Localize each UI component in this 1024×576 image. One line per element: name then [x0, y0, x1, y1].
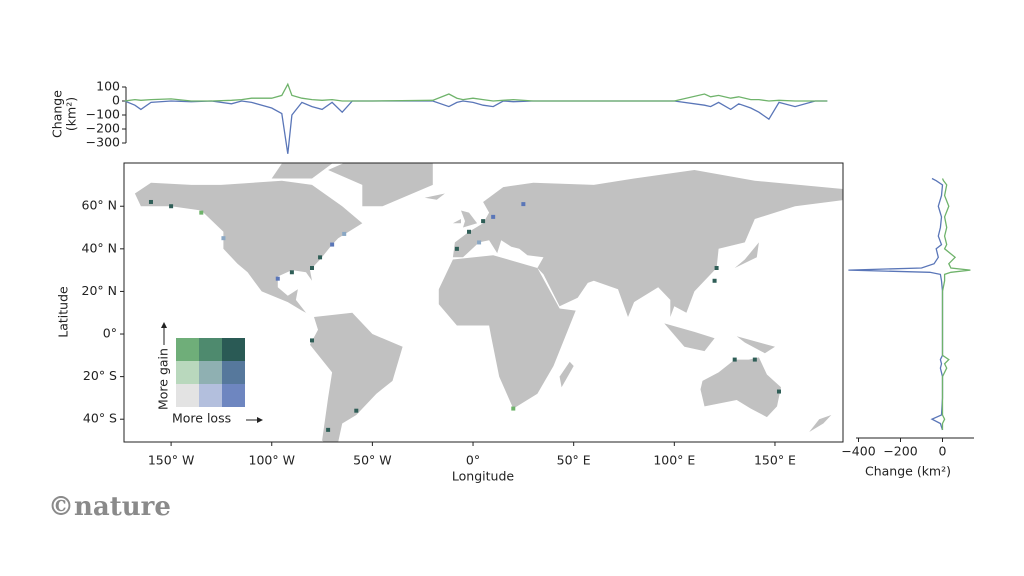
land: [271, 163, 333, 179]
legend-cell: [222, 361, 245, 384]
coastal-cell: [454, 246, 459, 251]
legend-cell: [176, 384, 199, 407]
series-line: [848, 177, 944, 431]
land: [438, 255, 576, 409]
legend-loss: More loss: [172, 411, 231, 426]
coastal-cell: [310, 338, 315, 343]
land: [328, 163, 433, 207]
x-axis-label: Change (km²): [865, 464, 951, 479]
y-tick-label: 40° N: [82, 240, 117, 255]
legend-cell: [222, 384, 245, 407]
coastal-cell: [326, 427, 331, 432]
x-tick-label: 0°: [466, 453, 480, 468]
coastal-cell: [477, 240, 482, 245]
x-tick-label: 100° W: [249, 453, 295, 468]
x-tick-label: 150° W: [148, 453, 194, 468]
coastal-cell: [289, 270, 294, 275]
coastal-cell: [169, 204, 174, 209]
coastal-cell: [521, 202, 526, 207]
coastal-cell: [732, 357, 737, 362]
coastal-cell: [714, 265, 719, 270]
land: [424, 193, 445, 200]
land: [452, 219, 461, 224]
legend-gain: More gain: [156, 348, 171, 410]
coastal-cell: [752, 357, 757, 362]
y-axis-label: (km²): [64, 97, 79, 131]
legend-arrowhead: [257, 417, 263, 423]
y-tick-label: 100: [96, 79, 120, 94]
legend-cell: [199, 384, 222, 407]
y-tick-label: −100: [86, 107, 120, 122]
land: [736, 336, 775, 354]
legend-cell: [176, 361, 199, 384]
land: [809, 415, 832, 432]
coastal-cell: [481, 219, 486, 224]
land: [452, 170, 843, 317]
land: [310, 312, 403, 442]
logo: ©nature: [48, 492, 171, 522]
y-axis-label: Latitude: [56, 286, 71, 338]
land: [700, 357, 781, 418]
x-tick-label: 100° E: [653, 453, 695, 468]
coastal-cell: [712, 278, 717, 283]
coastal-cell: [221, 236, 226, 241]
land: [461, 210, 478, 228]
series-line: [941, 178, 971, 430]
coastal-cell: [275, 276, 280, 281]
y-tick-label: 20° S: [83, 368, 117, 383]
map-frame: [123, 162, 844, 443]
land: [134, 180, 363, 317]
coastal-cell: [318, 255, 323, 260]
y-tick-label: 20° N: [82, 283, 117, 298]
y-tick-label: −300: [86, 135, 120, 150]
y-tick-label: 0: [112, 93, 120, 108]
coastal-cell: [354, 408, 359, 413]
coastal-cell: [491, 214, 496, 219]
x-tick-label: 150° E: [754, 453, 796, 468]
y-tick-label: 60° N: [82, 198, 117, 213]
coastal-cell: [467, 229, 472, 234]
series-line: [124, 82, 828, 102]
map-land: [134, 163, 843, 442]
y-tick-label: 40° S: [83, 411, 117, 426]
x-tick-label: 50° W: [353, 453, 392, 468]
series-line: [124, 100, 828, 154]
x-tick-label: −400: [841, 444, 875, 459]
legend-cell: [199, 361, 222, 384]
coastal-cell: [511, 406, 516, 411]
coastal-cell: [310, 265, 315, 270]
y-tick-label: 0°: [103, 326, 117, 341]
coastal-cell: [330, 242, 335, 247]
legend-cell: [176, 338, 199, 361]
y-axis-label: Change: [50, 90, 65, 138]
land: [559, 361, 574, 388]
y-tick-label: −200: [86, 121, 120, 136]
coastal-cell: [342, 231, 347, 236]
x-tick-label: 0: [939, 444, 947, 459]
legend-cell: [199, 338, 222, 361]
coastal-cell: [199, 210, 204, 215]
coastal-cell: [776, 389, 781, 394]
legend-arrowhead: [161, 322, 167, 328]
land: [664, 323, 715, 352]
x-tick-label: −200: [883, 444, 917, 459]
coastal-cell: [148, 199, 153, 204]
legend-cell: [222, 338, 245, 361]
x-tick-label: 50° E: [557, 453, 591, 468]
land: [734, 242, 759, 268]
x-axis-label: Longitude: [452, 469, 514, 484]
